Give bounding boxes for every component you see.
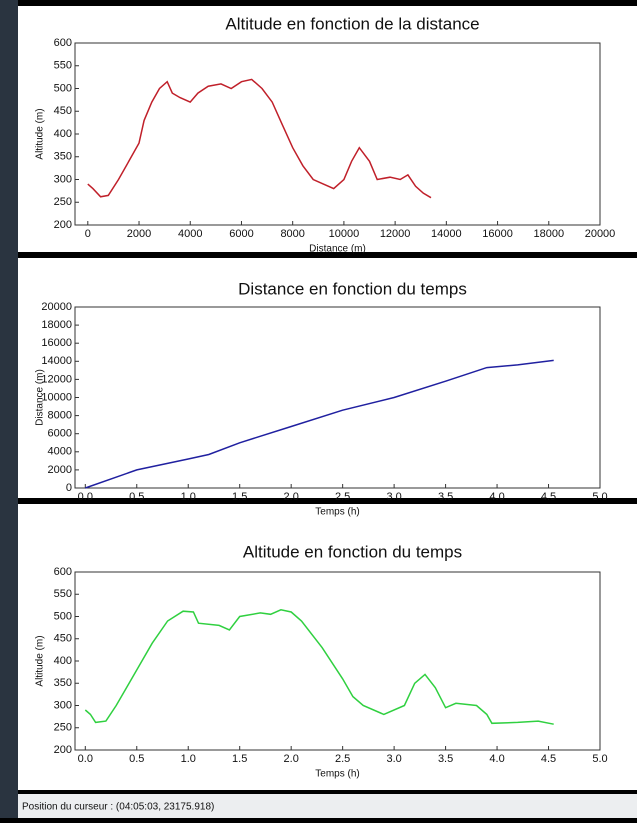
x-tick-label: 20000: [585, 228, 616, 240]
y-tick-label: 4000: [48, 446, 72, 458]
x-axis-label: Temps (h): [315, 769, 359, 780]
y-tick-label: 500: [54, 610, 72, 622]
chart-title: Distance en fonction du temps: [238, 279, 467, 298]
x-tick-label: 2.5: [335, 491, 350, 503]
y-tick-label: 200: [54, 219, 72, 231]
y-tick-label: 300: [54, 699, 72, 711]
x-tick-label: 4.0: [489, 491, 504, 503]
x-tick-label: 2000: [127, 228, 151, 240]
x-tick-label: 0: [85, 228, 91, 240]
x-tick-label: 10000: [329, 228, 360, 240]
y-tick-label: 250: [54, 196, 72, 208]
x-tick-label: 0.0: [78, 753, 93, 765]
y-tick-label: 600: [54, 566, 72, 578]
y-tick-label: 500: [54, 82, 72, 94]
y-tick-label: 6000: [48, 428, 72, 440]
plot-area: [75, 43, 600, 225]
y-tick-label: 250: [54, 722, 72, 734]
y-tick-label: 8000: [48, 410, 72, 422]
y-tick-label: 400: [54, 128, 72, 140]
y-tick-label: 400: [54, 655, 72, 667]
x-tick-label: 3.0: [386, 491, 401, 503]
y-tick-label: 300: [54, 173, 72, 185]
y-tick-label: 10000: [41, 391, 72, 403]
y-tick-label: 350: [54, 677, 72, 689]
x-tick-label: 6000: [229, 228, 253, 240]
x-tick-label: 0.5: [129, 491, 144, 503]
y-tick-label: 350: [54, 151, 72, 163]
x-tick-label: 3.5: [438, 491, 453, 503]
y-tick-label: 450: [54, 105, 72, 117]
y-tick-label: 450: [54, 633, 72, 645]
y-tick-label: 20000: [41, 301, 72, 313]
x-tick-label: 0.5: [129, 753, 144, 765]
y-tick-label: 0: [66, 482, 72, 494]
y-tick-label: 550: [54, 60, 72, 72]
chart-title: Altitude en fonction du temps: [243, 542, 462, 561]
x-tick-label: 8000: [280, 228, 304, 240]
x-tick-label: 0.0: [78, 491, 93, 503]
x-tick-label: 2.5: [335, 753, 350, 765]
x-tick-label: 1.0: [181, 753, 196, 765]
x-axis-label: Temps (h): [315, 507, 359, 518]
page: {"chart_data": [ {"type": "line", "title…: [0, 0, 637, 818]
y-tick-label: 600: [54, 37, 72, 49]
x-tick-label: 4000: [178, 228, 202, 240]
x-tick-label: 5.0: [592, 753, 607, 765]
window: Position du curseur : (04:05:03, 23175.9…: [0, 0, 637, 818]
x-axis-label: Distance (m): [309, 244, 366, 255]
x-tick-label: 4.5: [541, 753, 556, 765]
y-tick-label: 14000: [41, 355, 72, 367]
y-tick-label: 200: [54, 744, 72, 756]
chart-title: Altitude en fonction de la distance: [225, 14, 479, 33]
x-tick-label: 1.5: [232, 753, 247, 765]
x-tick-label: 2.0: [284, 491, 299, 503]
x-tick-label: 3.5: [438, 753, 453, 765]
x-tick-label: 18000: [533, 228, 564, 240]
y-tick-label: 16000: [41, 337, 72, 349]
x-tick-label: 2.0: [284, 753, 299, 765]
x-tick-label: 14000: [431, 228, 462, 240]
y-tick-label: 18000: [41, 319, 72, 331]
y-tick-label: 12000: [41, 373, 72, 385]
x-tick-label: 1.0: [181, 491, 196, 503]
y-tick-label: 2000: [48, 464, 72, 476]
x-tick-label: 16000: [482, 228, 513, 240]
y-axis-label: Altitude (m): [35, 108, 46, 159]
y-tick-label: 550: [54, 588, 72, 600]
plot-area: [75, 572, 600, 750]
status-text: Position du curseur : (04:05:03, 23175.9…: [22, 802, 214, 813]
y-axis-label: Altitude (m): [35, 635, 46, 686]
plot-area: [75, 307, 600, 488]
x-tick-label: 12000: [380, 228, 411, 240]
x-tick-label: 3.0: [386, 753, 401, 765]
x-tick-label: 4.0: [489, 753, 504, 765]
left-strip: [0, 0, 18, 818]
x-tick-label: 4.5: [541, 491, 556, 503]
x-tick-label: 1.5: [232, 491, 247, 503]
x-tick-label: 5.0: [592, 491, 607, 503]
